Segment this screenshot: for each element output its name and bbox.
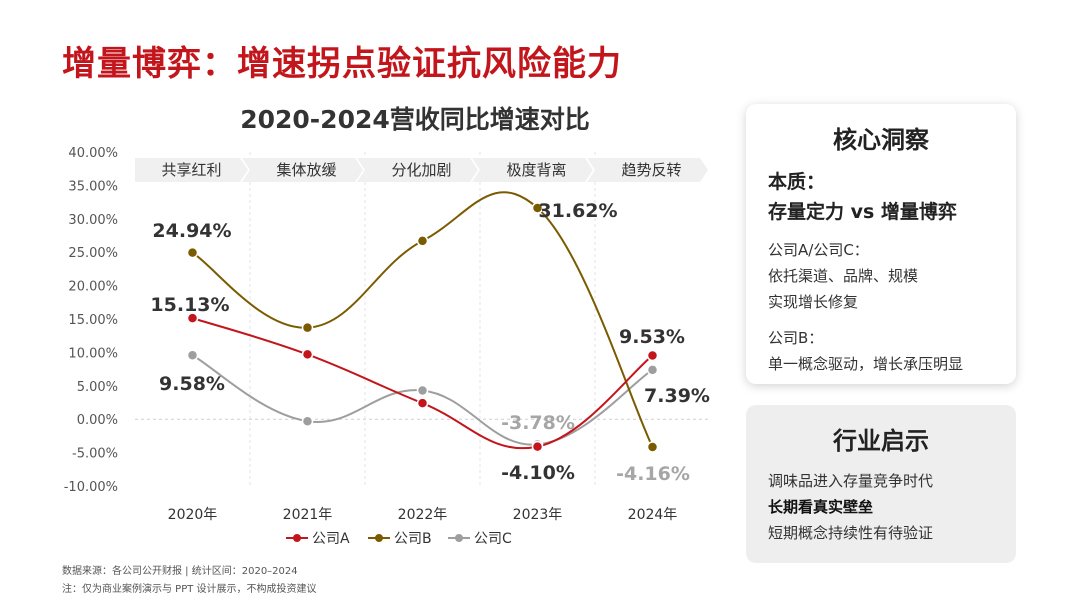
phase-label: 极度背离: [506, 161, 566, 179]
essence-value: 存量定力 vs 增量博弈: [768, 201, 957, 223]
industry-line-2: 长期看真实壁垒: [768, 498, 874, 516]
data-point: [416, 397, 429, 409]
data-point: [416, 384, 429, 397]
y-tick-label: 30.00%: [68, 213, 118, 228]
data-label: 9.53%: [619, 326, 685, 348]
series-line-1: [192, 317, 654, 450]
y-tick-label: 0.00%: [77, 413, 118, 428]
essence-label: 本质：: [768, 171, 826, 193]
industry-title: 行业启示: [833, 427, 929, 455]
y-tick-label: 20.00%: [68, 280, 118, 295]
x-tick-label: 2022年: [398, 507, 448, 523]
data-label: 31.62%: [538, 200, 617, 222]
data-label: 7.39%: [644, 385, 710, 407]
x-tick-label: 2023年: [513, 507, 563, 523]
phase-label: 分化加剧: [391, 161, 451, 179]
x-tick-label: 2024年: [628, 507, 678, 523]
industry-line-1: 调味品进入存量竞争时代: [768, 472, 934, 490]
y-tick-label: 40.00%: [68, 146, 118, 161]
y-tick-label: 25.00%: [68, 246, 118, 261]
y-tick-label: 10.00%: [68, 346, 118, 361]
legend-label: 公司B: [394, 531, 432, 547]
data-point: [186, 246, 199, 259]
page-title: 增量博弈：增速拐点验证抗风险能力: [62, 44, 622, 84]
ac-title: 公司A/公司C：: [768, 241, 869, 259]
line-chart: 2020-2024营收同比增速对比 共享红利 集体放缓 分化加剧 极度背离 趋势反转 4…: [64, 105, 710, 547]
data-point: [531, 440, 544, 453]
series-line-2: [191, 191, 654, 448]
data-point: [186, 349, 199, 361]
data-label: 24.94%: [152, 220, 231, 242]
source-note: 数据来源：各公司公开财报 | 统计区间：2020–2024: [62, 566, 298, 577]
data-label: -3.78%: [501, 412, 575, 434]
data-point: [301, 415, 314, 427]
legend-label: 公司C: [474, 531, 512, 547]
industry-panel: 行业启示 调味品进入存量竞争时代 长期看真实壁垒 短期概念持续性有待验证: [746, 405, 1016, 563]
legend-marker: [455, 534, 463, 542]
insight-panel: 核心洞察 本质： 存量定力 vs 增量博弈 公司A/公司C： 依托渠道、品牌、规…: [746, 104, 1016, 384]
industry-line-3: 短期概念持续性有待验证: [768, 524, 934, 542]
phase-ribbon: [242, 158, 363, 182]
data-label: -4.16%: [616, 463, 690, 485]
phase-label: 趋势反转: [621, 161, 681, 179]
data-point: [646, 441, 659, 453]
phase-ribbon: [472, 158, 593, 182]
y-tick-label: 35.00%: [68, 179, 118, 194]
b-title: 公司B：: [768, 329, 824, 347]
phase-ribbon: [357, 158, 478, 182]
data-label: -4.10%: [501, 462, 575, 484]
data-label: 9.58%: [159, 373, 225, 395]
data-label: 15.13%: [150, 294, 229, 316]
data-point: [416, 235, 429, 247]
phase-label: 集体放缓: [276, 161, 336, 179]
phase-label: 共享红利: [161, 161, 221, 179]
legend-label: 公司A: [312, 531, 350, 547]
phase-ribbon: [135, 158, 248, 182]
x-tick-label: 2021年: [283, 507, 333, 523]
disclaimer-note: 注：仅为商业案例演示与 PPT 设计展示，不构成投资建议: [62, 584, 317, 595]
ac-line-2: 实现增长修复: [768, 293, 859, 311]
x-tick-label: 2020年: [168, 507, 218, 523]
data-point: [301, 321, 314, 334]
y-tick-label: -5.00%: [72, 447, 118, 462]
ac-line-1: 依托渠道、品牌、规模: [768, 267, 919, 285]
data-point: [531, 202, 544, 214]
legend-marker: [293, 534, 301, 542]
data-point: [646, 364, 659, 376]
data-point: [646, 349, 659, 362]
phase-ribbon: [587, 158, 708, 182]
y-tick-label: 5.00%: [77, 380, 118, 395]
b-line: 单一概念驱动，增长承压明显: [768, 355, 964, 373]
legend-marker: [375, 534, 383, 542]
insight-title: 核心洞察: [833, 126, 929, 154]
chart-title: 2020-2024营收同比增速对比: [240, 105, 590, 134]
y-tick-label: 15.00%: [68, 313, 118, 328]
data-point: [301, 348, 314, 361]
y-tick-label: -10.00%: [64, 480, 118, 495]
data-point: [186, 312, 199, 324]
